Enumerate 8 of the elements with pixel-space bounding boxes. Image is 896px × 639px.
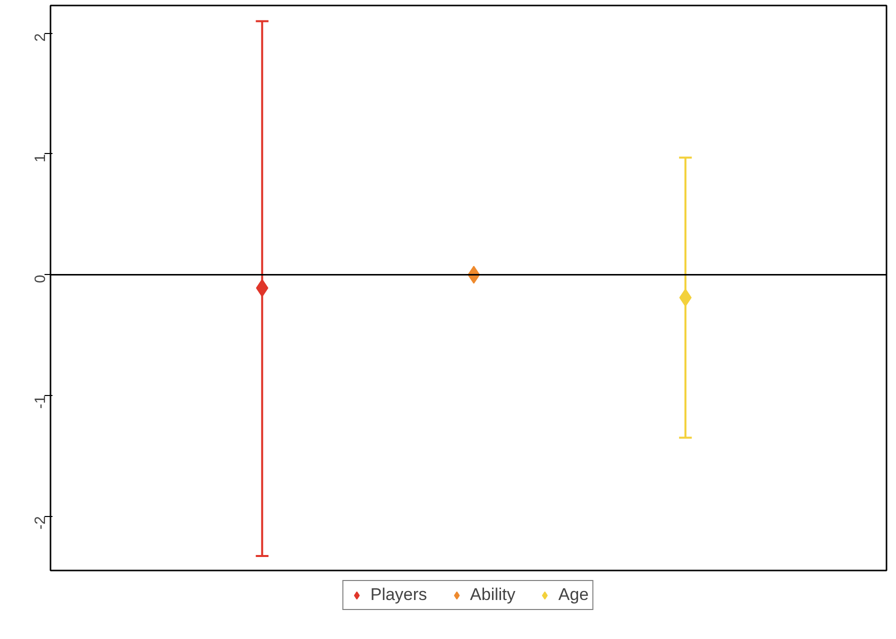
legend-label: Players <box>370 585 428 605</box>
legend-label: Age <box>558 585 589 605</box>
y-tick-label: 1 <box>32 154 49 162</box>
y-tick-label: 0 <box>32 274 49 284</box>
y-tick-label: 2 <box>32 33 49 42</box>
legend-label: Ability <box>470 585 516 605</box>
y-tick-label: -1 <box>32 395 49 409</box>
y-tick-label: -2 <box>32 516 49 530</box>
